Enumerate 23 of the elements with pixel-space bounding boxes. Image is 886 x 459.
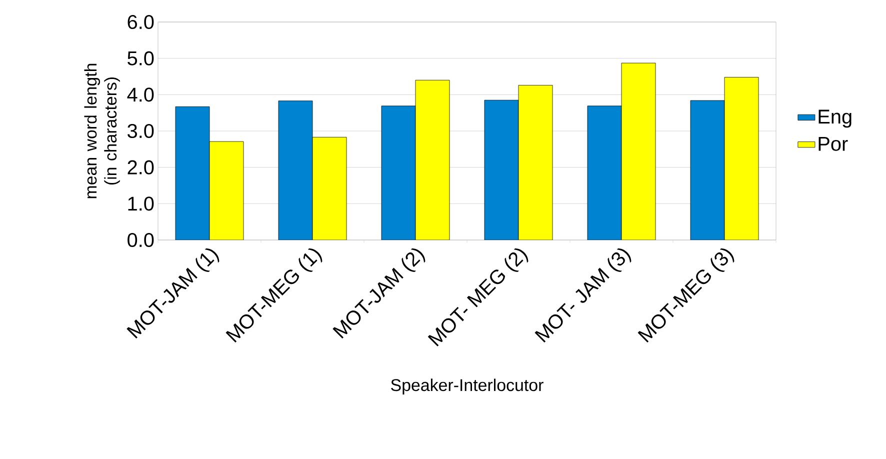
bar xyxy=(484,100,519,240)
bar xyxy=(724,77,759,240)
bar xyxy=(312,137,347,240)
bar xyxy=(518,85,553,240)
bar xyxy=(690,100,725,240)
bar xyxy=(622,63,656,240)
y-tick-label: 6.0 xyxy=(128,14,154,30)
y-tick-label: 2.0 xyxy=(128,160,154,174)
x-axis-title: Speaker-Interlocutor xyxy=(391,378,544,394)
bar xyxy=(588,106,622,240)
bar xyxy=(382,106,416,240)
y-tick-label: 3.0 xyxy=(128,124,154,138)
bar xyxy=(176,106,210,240)
y-tick-label: 0.0 xyxy=(128,232,154,248)
y-tick-label: 4.0 xyxy=(127,88,154,102)
legend-label: Por xyxy=(818,137,848,151)
y-tick-label: 1.0 xyxy=(128,196,154,211)
bar xyxy=(210,142,244,240)
bar xyxy=(416,80,450,240)
bar xyxy=(278,100,313,240)
y-axis-title: mean word length (in characters) xyxy=(84,64,120,198)
legend-label: Eng xyxy=(818,110,852,128)
y-tick-label: 5.0 xyxy=(128,51,154,66)
